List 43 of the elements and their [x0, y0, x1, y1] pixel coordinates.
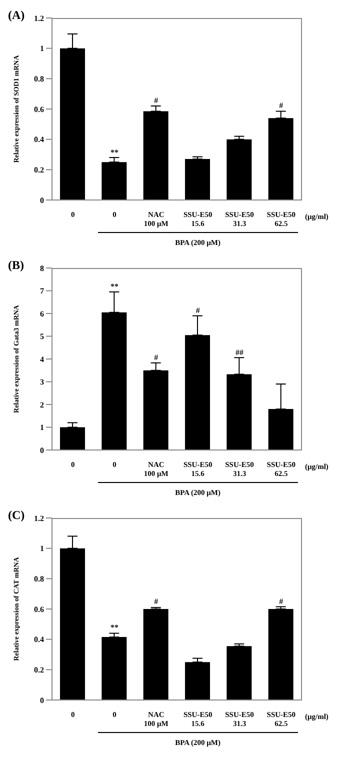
data-label: #	[154, 597, 158, 606]
bar	[226, 646, 252, 700]
y-tick-label: 1.2	[34, 514, 44, 523]
data-label: #	[279, 596, 284, 606]
y-tick-label: 0.8	[34, 74, 44, 84]
bar	[226, 139, 252, 200]
bar	[143, 609, 168, 700]
y-tick-label: 7	[40, 286, 44, 296]
data-label: #	[154, 352, 158, 362]
data-label: ##	[236, 348, 244, 357]
y-tick-label: 2	[40, 400, 44, 410]
chart-title: (A)	[8, 8, 25, 23]
y-tick-label: 0	[40, 196, 44, 205]
y-tick-label: 0.8	[34, 574, 44, 584]
y-tick-label: 6	[40, 309, 44, 318]
y-tick-label: 1.2	[34, 14, 44, 23]
data-label: **	[110, 623, 118, 632]
bar	[268, 609, 294, 700]
y-tick-label: 0	[40, 446, 44, 455]
y-tick-label: 0.4	[34, 635, 44, 644]
y-tick-label: 1	[40, 44, 44, 54]
bar	[102, 637, 127, 700]
y-tick-label: 1	[40, 544, 44, 554]
y-tick-label: 0.6	[34, 104, 44, 114]
data-label: **	[110, 148, 118, 157]
y-tick-label: 0	[40, 696, 44, 705]
y-tick-label: 0.4	[34, 135, 44, 144]
y-tick-label: 0.2	[34, 166, 44, 175]
y-tick-label: 5	[40, 332, 44, 342]
data-label: #	[196, 306, 200, 315]
chart-title: (C)	[8, 508, 25, 523]
bar	[185, 662, 210, 700]
y-tick-label: 3	[40, 378, 44, 387]
data-label: #	[279, 101, 284, 110]
chart-title: (B)	[8, 258, 24, 273]
y-tick-label: 8	[40, 264, 44, 273]
y-tick-label: 1	[40, 423, 44, 432]
y-tick-label: 4	[40, 354, 44, 364]
data-label: #	[154, 96, 158, 105]
data-label: **	[110, 282, 118, 291]
bar	[185, 159, 210, 200]
y-tick-label: 0.6	[34, 604, 44, 614]
y-tick-label: 0.2	[34, 666, 44, 675]
